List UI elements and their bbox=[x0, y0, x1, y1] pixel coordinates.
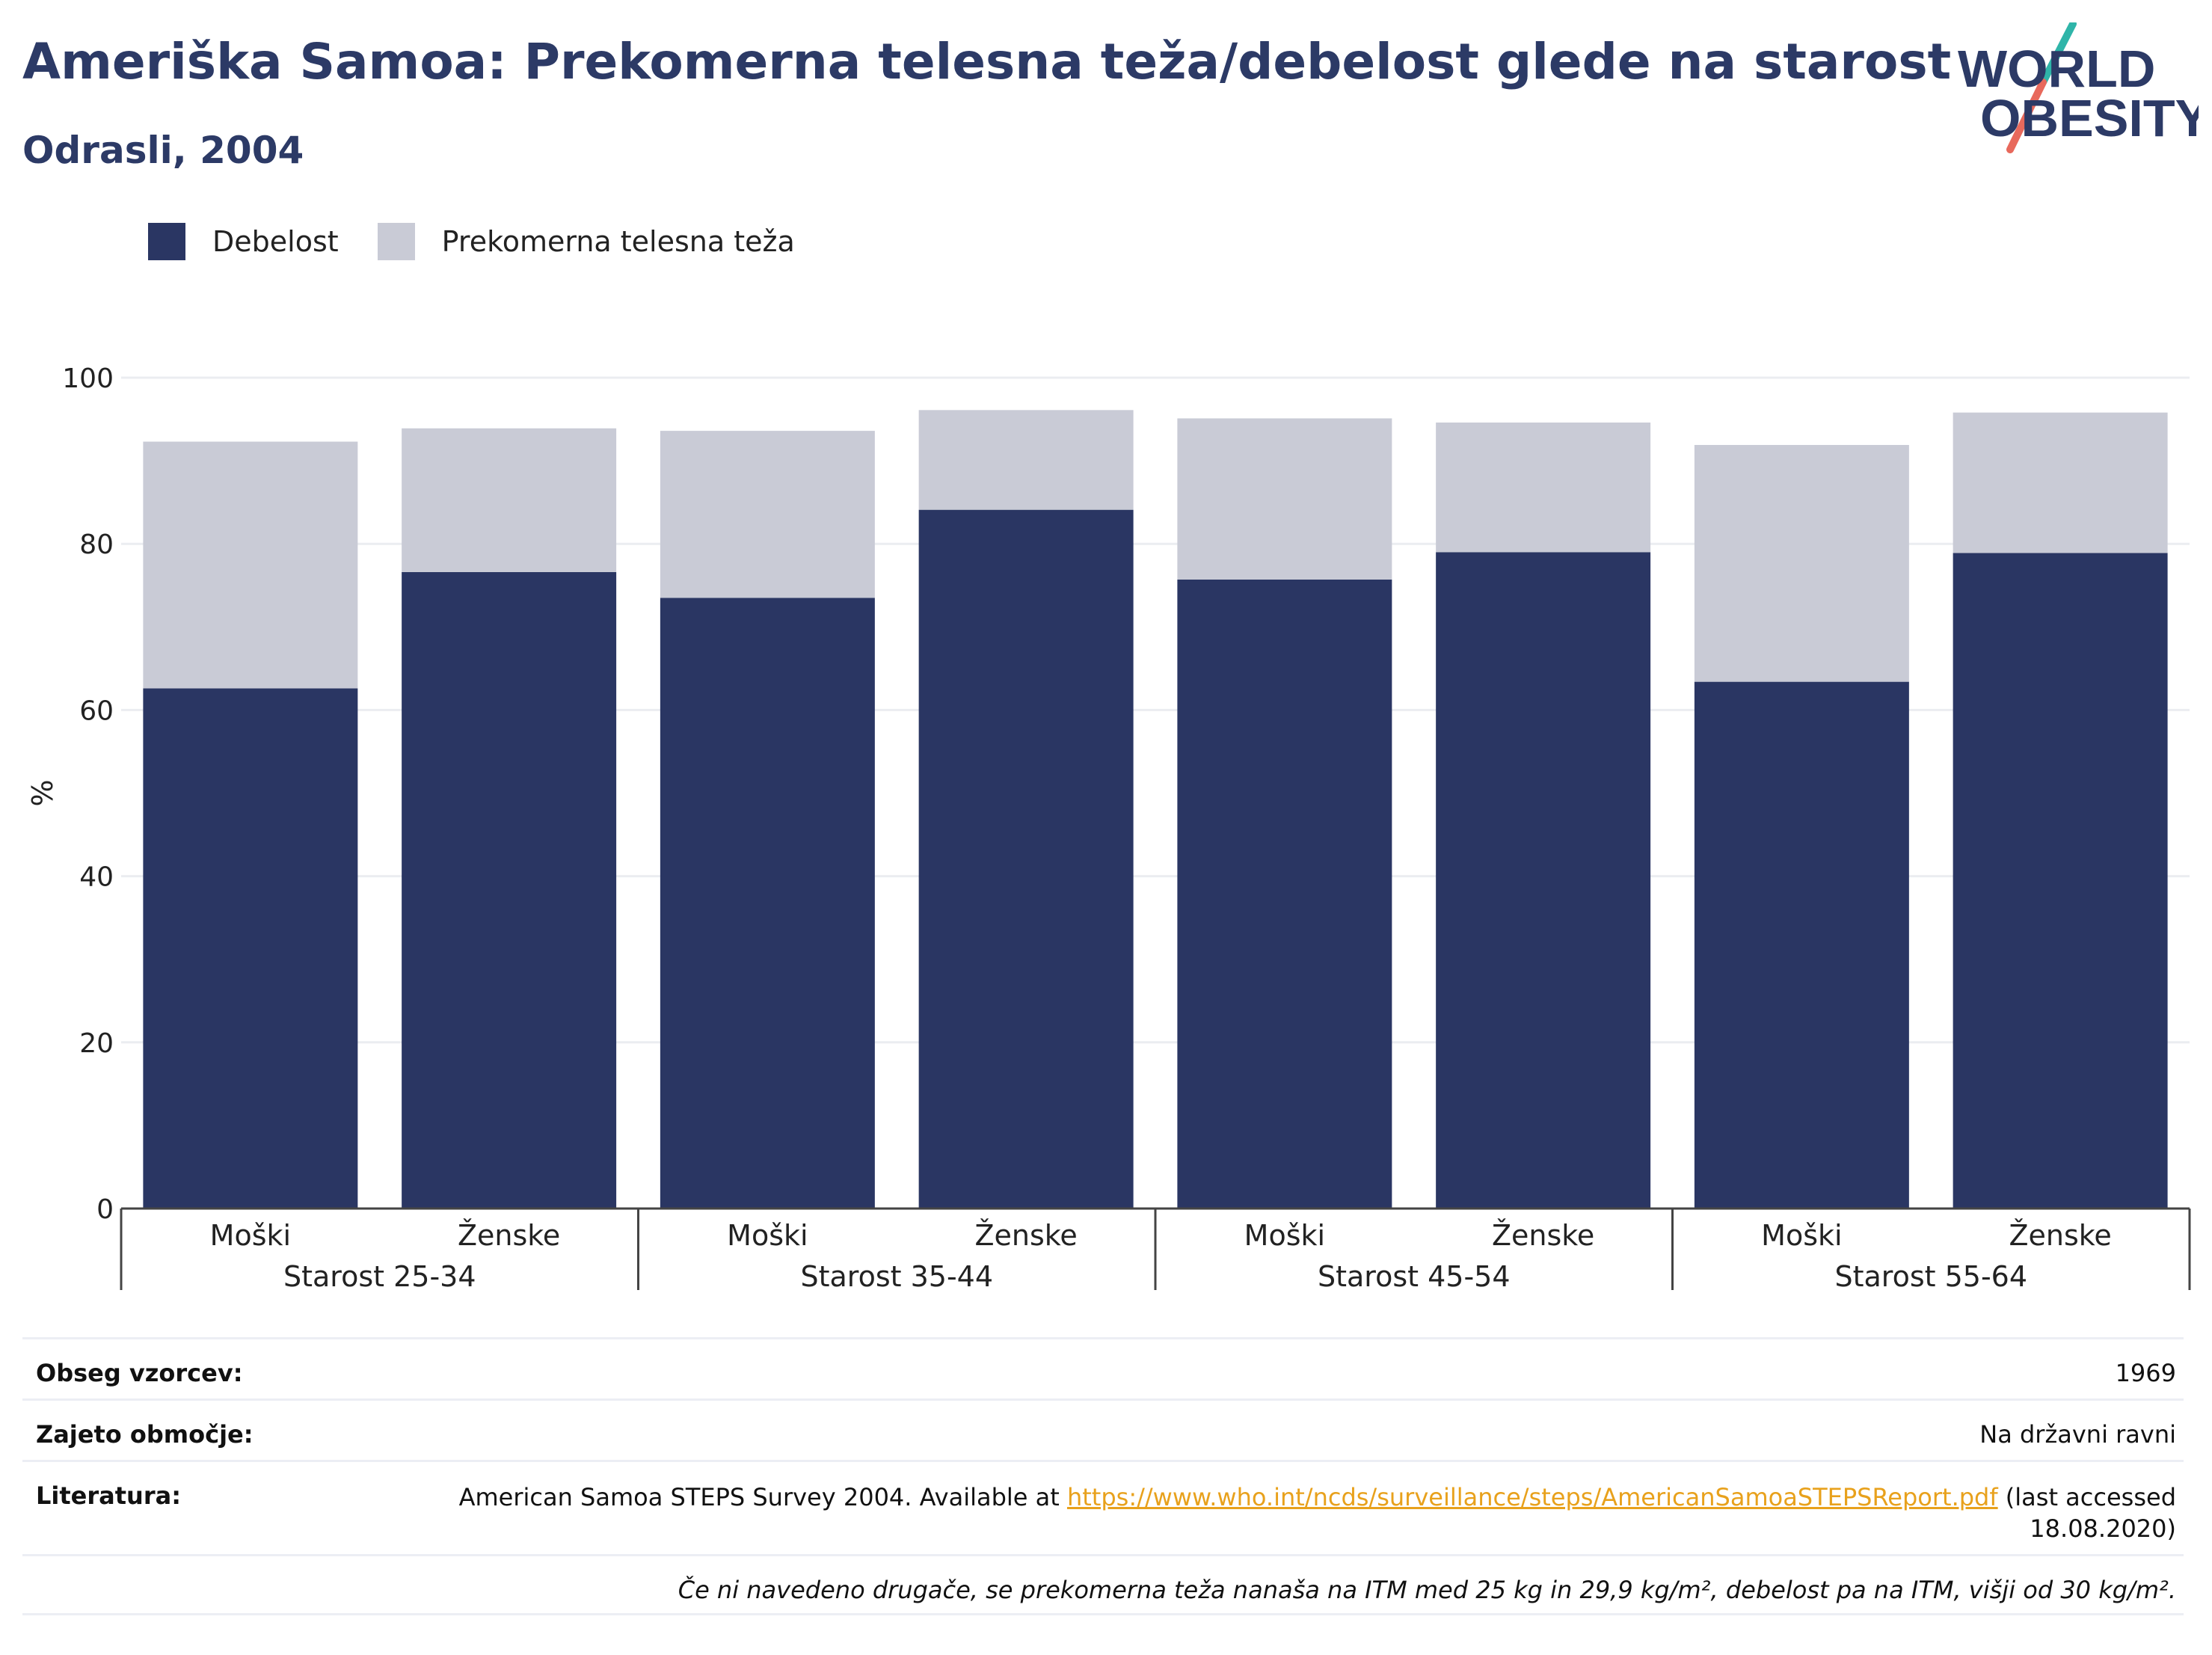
chart-legend: Debelost Prekomerna telesna teža bbox=[148, 221, 834, 262]
bar-overweight bbox=[1694, 444, 1909, 682]
x-tick-label: Moški bbox=[727, 1219, 808, 1252]
x-tick-label: Ženske bbox=[974, 1219, 1077, 1252]
sample-label: Obseg vzorcev: bbox=[36, 1359, 243, 1387]
x-tick-label: Moški bbox=[1244, 1219, 1325, 1252]
bar-obesity bbox=[918, 509, 1134, 1209]
legend-label-overweight: Prekomerna telesna teža bbox=[441, 225, 795, 258]
info-row-coverage: Zajeto območje: Na državni ravni bbox=[22, 1398, 2184, 1460]
bars bbox=[143, 410, 2168, 1209]
axis-labels: 0 20 40 60 80 100% Moški Ženske Moški Ženske Moški… bbox=[26, 363, 2112, 1293]
info-row-reference: Literatura: American Samoa STEPS Survey … bbox=[22, 1460, 2184, 1554]
logo-slash-teal bbox=[2039, 22, 2077, 86]
bar-overweight bbox=[1953, 412, 2168, 553]
y-tick-label: 80 bbox=[79, 529, 114, 560]
legend-item-obesity[interactable]: Debelost bbox=[148, 223, 339, 260]
definition-note: Če ni navedeno drugače, se prekomerna te… bbox=[678, 1576, 2176, 1604]
world-obesity-logo: WORLD OBESITY bbox=[1958, 22, 2199, 153]
group-label: Starost 35-44 bbox=[800, 1260, 993, 1293]
y-tick-label: 100 bbox=[62, 363, 114, 394]
bar-obesity bbox=[143, 688, 358, 1209]
bar-obesity bbox=[1694, 681, 1909, 1209]
bar-overweight bbox=[918, 410, 1134, 510]
legend-swatch-overweight bbox=[377, 223, 415, 260]
reference-link[interactable]: https://www.who.int/ncds/surveillance/st… bbox=[1066, 1483, 1998, 1511]
bar-obesity bbox=[1177, 579, 1392, 1209]
bar-overweight bbox=[143, 441, 358, 689]
bar-obesity bbox=[1436, 552, 1651, 1209]
logo-slash-coral bbox=[2006, 79, 2047, 153]
group-label: Starost 55-64 bbox=[1834, 1260, 2027, 1293]
y-tick-label: 40 bbox=[79, 862, 114, 893]
bar-overweight bbox=[1436, 422, 1651, 553]
y-tick-label: 0 bbox=[96, 1194, 114, 1225]
chart-subtitle: Odrasli, 2004 bbox=[22, 129, 304, 172]
logo-text-world: WORLD bbox=[1958, 40, 2155, 98]
bar-obesity bbox=[402, 571, 617, 1209]
bar-obesity bbox=[660, 598, 875, 1209]
axes bbox=[120, 1207, 2191, 1290]
chart-title: Ameriška Samoa: Prekomerna telesna teža/… bbox=[22, 33, 1952, 90]
reference-label: Literatura: bbox=[36, 1481, 181, 1510]
sample-value: 1969 bbox=[2115, 1359, 2176, 1387]
y-axis-title: % bbox=[26, 779, 59, 806]
reference-suffix: (last accessed 18.08.2020) bbox=[2005, 1483, 2176, 1543]
x-tick-label: Ženske bbox=[2009, 1219, 2111, 1252]
y-tick-label: 60 bbox=[79, 696, 114, 726]
stacked-bar-chart: 0 20 40 60 80 100% Moški Ženske Moški Ženske Moški… bbox=[26, 363, 2191, 1293]
x-tick-label: Moški bbox=[1761, 1219, 1842, 1252]
bar-overweight bbox=[402, 428, 617, 572]
legend-label-obesity: Debelost bbox=[212, 225, 339, 258]
coverage-label: Zajeto območje: bbox=[36, 1420, 254, 1449]
legend-item-overweight[interactable]: Prekomerna telesna teža bbox=[377, 223, 795, 260]
x-tick-label: Moški bbox=[210, 1219, 291, 1252]
group-label: Starost 25-34 bbox=[283, 1260, 476, 1293]
bar-overweight bbox=[1177, 418, 1392, 580]
y-tick-label: 20 bbox=[79, 1028, 114, 1059]
coverage-value: Na državni ravni bbox=[1979, 1420, 2176, 1449]
info-row-sample: Obseg vzorcev: 1969 bbox=[22, 1337, 2184, 1398]
x-tick-label: Ženske bbox=[458, 1219, 560, 1252]
reference-prefix: American Samoa STEPS Survey 2004. Availa… bbox=[458, 1483, 1060, 1511]
group-label: Starost 45-54 bbox=[1318, 1260, 1511, 1293]
reference-value: American Samoa STEPS Survey 2004. Availa… bbox=[419, 1481, 2176, 1554]
bar-overweight bbox=[660, 431, 875, 598]
legend-swatch-obesity bbox=[148, 223, 185, 260]
info-table: Obseg vzorcev: 1969 Zajeto območje: Na d… bbox=[22, 1337, 2184, 1615]
logo-text-obesity: OBESITY bbox=[1980, 89, 2199, 147]
bar-obesity bbox=[1953, 553, 2168, 1209]
x-tick-label: Ženske bbox=[1492, 1219, 1594, 1252]
info-row-note: Če ni navedeno drugače, se prekomerna te… bbox=[22, 1554, 2184, 1615]
